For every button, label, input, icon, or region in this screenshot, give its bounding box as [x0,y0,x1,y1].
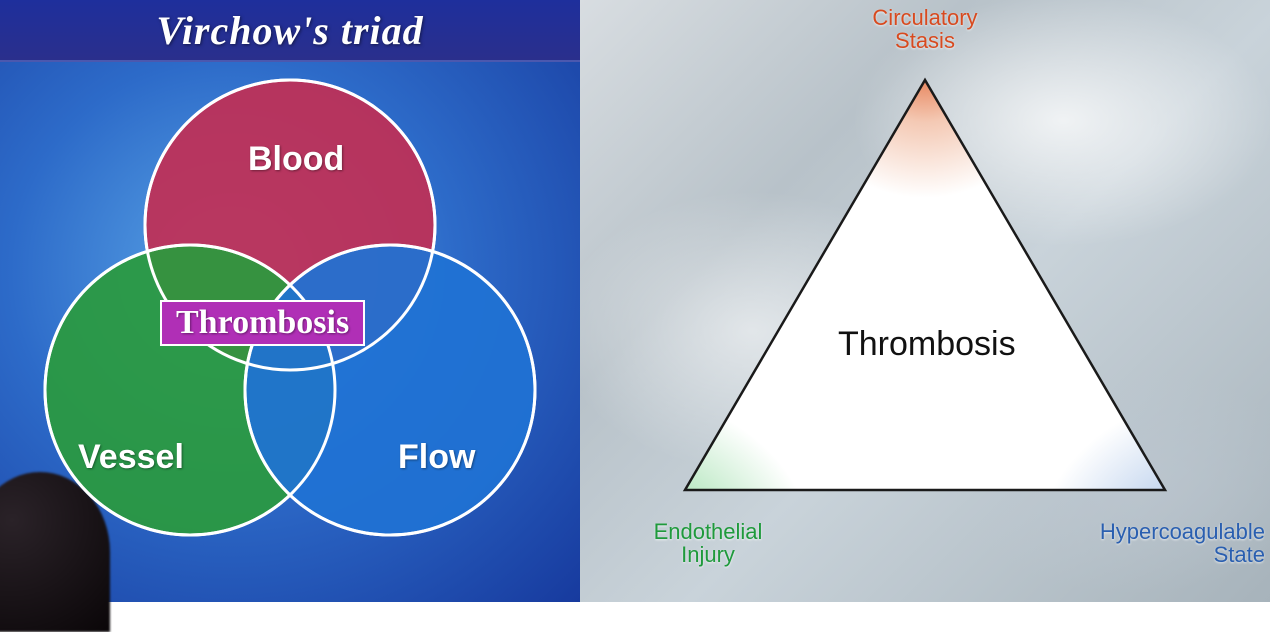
triangle-glow-top [810,60,1040,290]
triangle-label-left: Endothelial Injury [608,520,808,566]
venn-label-blood: Blood [248,140,344,179]
venn-label-vessel: Vessel [78,438,184,477]
triangle-label-right-l2: State [1214,542,1265,567]
left-panel: Virchow's triad Blood Vessel Flow Thromb… [0,0,580,602]
triangle-label-top: Circulatory Stasis [825,6,1025,52]
venn-label-flow: Flow [398,438,475,477]
triangle-label-top-l2: Stasis [895,28,955,53]
triangle-label-right: Hypercoagulable State [1065,520,1265,566]
title-bar: Virchow's triad [0,0,580,62]
triangle-label-right-l1: Hypercoagulable [1100,519,1265,544]
triangle-center-label: Thrombosis [838,325,1016,364]
venn-center-label: Thrombosis [176,304,349,341]
venn-center-box: Thrombosis [160,300,365,346]
venn-diagram: Blood Vessel Flow Thrombosis [10,70,570,590]
right-panel: Circulatory Stasis Endothelial Injury Hy… [580,0,1270,602]
triangle-label-left-l2: Injury [681,542,735,567]
triangle-svg [580,0,1270,602]
triangle-label-top-l1: Circulatory [872,5,977,30]
triangle-diagram: Circulatory Stasis Endothelial Injury Hy… [580,0,1270,602]
triangle-label-left-l1: Endothelial [654,519,763,544]
title-text: Virchow's triad [156,7,423,54]
